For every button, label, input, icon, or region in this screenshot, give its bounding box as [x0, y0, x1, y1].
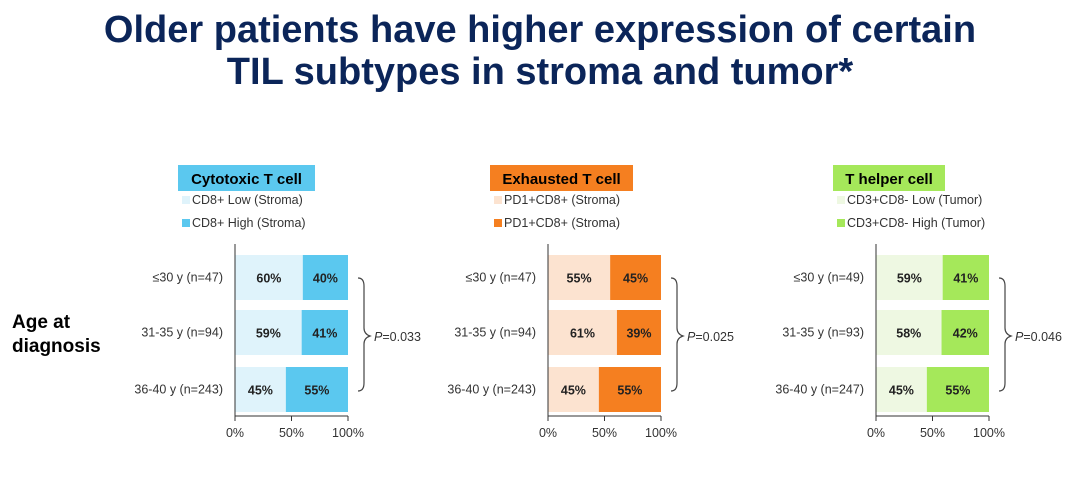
legend-label: PD1+CD8+ (Stroma): [504, 193, 620, 207]
bar-segment: [942, 255, 989, 300]
legend-swatch: [837, 196, 845, 204]
category-label: 31-35 y (n=94): [141, 326, 223, 340]
data-label: 55%: [567, 272, 592, 286]
legend-label: CD8+ Low (Stroma): [192, 193, 303, 207]
category-label: 36-40 y (n=243): [134, 383, 223, 397]
panel-2: Exhausted T cell PD1+CD8+ (Stroma) PD1+CD8…: [447, 165, 734, 440]
data-label: 55%: [945, 384, 970, 398]
p-label: P: [1015, 330, 1024, 344]
x-tick-label: 100%: [973, 426, 1005, 440]
panel-title-box: [490, 165, 633, 191]
p-value: =0.046: [1023, 330, 1062, 344]
bar-segment: [941, 310, 989, 355]
panel-title: T helper cell: [845, 171, 933, 188]
bar-segment: [285, 367, 348, 412]
panel-title: Exhausted T cell: [502, 171, 620, 188]
p-value-text: P=0.033: [374, 330, 421, 344]
legend-swatch: [182, 196, 190, 204]
bar-segment: [548, 310, 617, 355]
panel-title: Cytotoxic T cell: [191, 171, 302, 188]
panel-title-box: [833, 165, 945, 191]
bar-segment: [235, 255, 303, 300]
p-value-text: P=0.046: [1015, 330, 1062, 344]
data-label: 58%: [896, 327, 921, 341]
data-label: 45%: [561, 384, 586, 398]
p-label: P: [687, 330, 696, 344]
bar-segment: [548, 367, 599, 412]
category-label: ≤30 y (n=47): [153, 271, 223, 285]
bar-segment: [302, 255, 348, 300]
panels: Cytotoxic T cell CD8+ Low (Stroma) CD8+ Hi…: [134, 165, 1062, 440]
data-label: 39%: [626, 327, 651, 341]
legend-label: PD1+CD8+ (Stroma): [504, 216, 620, 230]
p-label: P: [374, 330, 383, 344]
data-label: 41%: [312, 327, 337, 341]
data-label: 41%: [953, 272, 978, 286]
legend-swatch: [494, 196, 502, 204]
bar-segment: [598, 367, 661, 412]
bar-segment: [876, 310, 942, 355]
legend-swatch: [182, 219, 190, 227]
bar-segment: [876, 255, 943, 300]
data-label: 45%: [248, 384, 273, 398]
x-tick-label: 100%: [645, 426, 677, 440]
x-tick-label: 50%: [279, 426, 304, 440]
data-label: 59%: [897, 272, 922, 286]
data-label: 40%: [313, 272, 338, 286]
category-label: ≤30 y (n=47): [466, 271, 536, 285]
title-line-1: Older patients have higher expression of…: [104, 9, 976, 51]
bar-segment: [235, 367, 286, 412]
panel-3: T helper cell CD3+CD8- Low (Tumor) CD3+CD8…: [775, 165, 1062, 440]
title-line-2: TIL subtypes in stroma and tumor*: [227, 51, 854, 93]
panel-1: Cytotoxic T cell CD8+ Low (Stroma) CD8+ Hi…: [134, 165, 421, 440]
data-label: 60%: [256, 272, 281, 286]
bracket-icon: [670, 277, 685, 392]
data-label: 45%: [623, 272, 648, 286]
bracket-icon: [357, 277, 372, 392]
data-label: 42%: [953, 327, 978, 341]
bar-segment: [616, 310, 661, 355]
legend-swatch: [494, 219, 502, 227]
y-group-label-line-2: diagnosis: [12, 336, 101, 357]
category-label: ≤30 y (n=49): [794, 271, 864, 285]
x-tick-label: 100%: [332, 426, 364, 440]
category-label: 31-35 y (n=93): [782, 326, 864, 340]
data-label: 55%: [304, 384, 329, 398]
y-group-label-line-1: Age at: [12, 312, 71, 333]
p-value-text: P=0.025: [687, 330, 734, 344]
p-value: =0.033: [382, 330, 421, 344]
category-label: 36-40 y (n=247): [775, 383, 864, 397]
bar-segment: [926, 367, 989, 412]
bar-segment: [876, 367, 927, 412]
bar-segment: [610, 255, 661, 300]
data-label: 55%: [617, 384, 642, 398]
category-label: 31-35 y (n=94): [454, 326, 536, 340]
x-tick-label: 50%: [592, 426, 617, 440]
bar-segment: [548, 255, 611, 300]
legend-label: CD8+ High (Stroma): [192, 216, 306, 230]
legend-swatch: [837, 219, 845, 227]
category-label: 36-40 y (n=243): [447, 383, 536, 397]
legend-label: CD3+CD8- Low (Tumor): [847, 193, 982, 207]
bracket-icon: [998, 277, 1013, 392]
data-label: 61%: [570, 327, 595, 341]
panel-title-box: [178, 165, 315, 191]
x-tick-label: 0%: [539, 426, 557, 440]
x-tick-label: 50%: [920, 426, 945, 440]
x-tick-label: 0%: [867, 426, 885, 440]
bar-segment: [301, 310, 348, 355]
legend-label: CD3+CD8- High (Tumor): [847, 216, 985, 230]
x-tick-label: 0%: [226, 426, 244, 440]
p-value: =0.025: [695, 330, 734, 344]
data-label: 45%: [889, 384, 914, 398]
data-label: 59%: [256, 327, 281, 341]
bar-segment: [235, 310, 302, 355]
